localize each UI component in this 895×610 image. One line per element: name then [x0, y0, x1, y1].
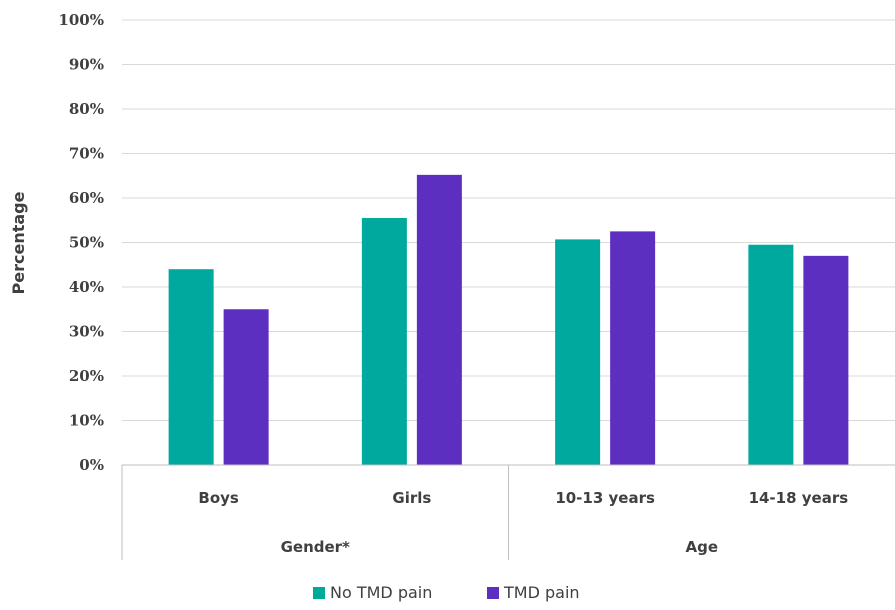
y-tick-label: 10% [69, 412, 104, 430]
y-tick-label: 0% [79, 456, 104, 474]
x-category-label: 10-13 years [555, 489, 655, 507]
x-group-label: Gender* [281, 538, 350, 556]
x-category-label: 14-18 years [749, 489, 849, 507]
bar-tmd-pain-girls [416, 174, 462, 466]
y-tick-label: 40% [69, 278, 104, 296]
bar-no-tmd-pain-boys [168, 269, 214, 465]
bar-tmd-pain-boys [223, 309, 269, 465]
y-tick-label: 20% [69, 367, 104, 385]
legend-swatch [313, 587, 325, 599]
y-tick-label: 30% [69, 323, 104, 341]
bars [168, 174, 849, 466]
bar-tmd-pain-14-18-years [803, 255, 849, 465]
y-tick-label: 80% [69, 100, 104, 118]
y-tick-label: 90% [69, 56, 104, 74]
bar-tmd-pain-10-13-years [610, 231, 656, 465]
y-tick-label: 50% [69, 234, 104, 252]
legend-label: No TMD pain [330, 583, 432, 602]
x-group-label: Age [685, 538, 718, 556]
y-tick-label: 60% [69, 189, 104, 207]
bar-no-tmd-pain-girls [361, 218, 407, 465]
x-axis: Boys Girls 10-13 years 14-18 years Gender* Ag… [121, 464, 895, 560]
bar-no-tmd-pain-10-13-years [555, 239, 601, 465]
legend: No TMD pain TMD pain [313, 583, 580, 602]
x-category-label: Girls [392, 489, 431, 507]
y-axis-ticks: 0% 10% 20% 30% 40% 50% 60% 70% 80% 90% 100% [58, 11, 104, 474]
y-axis-title: Percentage [9, 191, 28, 294]
legend-label: TMD pain [503, 583, 580, 602]
legend-swatch [487, 587, 499, 599]
bar-no-tmd-pain-14-18-years [748, 244, 794, 465]
x-category-label: Boys [198, 489, 239, 507]
y-tick-label: 70% [69, 145, 104, 163]
y-tick-label: 100% [58, 11, 104, 29]
